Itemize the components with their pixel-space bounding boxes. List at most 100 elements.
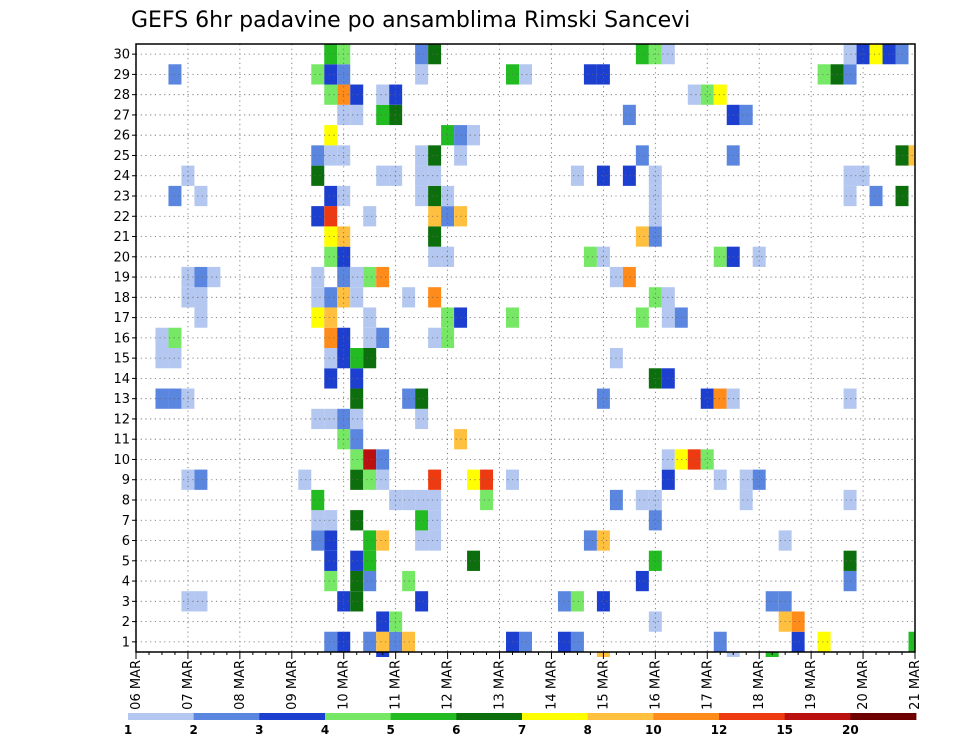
x-tick-label: 08 MAR bbox=[233, 660, 248, 710]
heatmap-cell bbox=[311, 489, 325, 511]
y-tick-label: 20 bbox=[113, 250, 130, 265]
y-tick-label: 7 bbox=[122, 514, 130, 529]
y-tick-label: 14 bbox=[113, 372, 130, 387]
x-tick-label: 09 MAR bbox=[285, 660, 300, 710]
heatmap-cell bbox=[363, 206, 377, 227]
heatmap-cell bbox=[596, 246, 610, 267]
heatmap-cell bbox=[661, 449, 675, 470]
y-tick-label: 11 bbox=[113, 433, 130, 448]
heatmap-cell bbox=[843, 165, 857, 186]
heatmap-cell bbox=[415, 530, 429, 551]
heatmap-cell bbox=[428, 530, 442, 551]
heatmap-cell bbox=[324, 206, 338, 227]
heatmap-cell bbox=[194, 185, 208, 207]
heatmap-cell bbox=[311, 266, 325, 288]
y-tick-label: 19 bbox=[113, 271, 130, 286]
heatmap-cell bbox=[350, 368, 364, 389]
y-tick-label: 1 bbox=[122, 635, 130, 650]
heatmap-cell bbox=[324, 631, 338, 652]
colorbar-label: 12 bbox=[711, 723, 728, 737]
heatmap-cell bbox=[428, 287, 442, 308]
colorbar-label: 7 bbox=[518, 723, 526, 737]
heatmap-cell bbox=[635, 489, 649, 511]
heatmap-cell bbox=[570, 591, 584, 612]
y-tick-label: 30 bbox=[113, 48, 130, 63]
heatmap-cell bbox=[583, 246, 597, 267]
heatmap-cell bbox=[739, 104, 753, 126]
heatmap-cell bbox=[324, 368, 338, 389]
heatmap-cell bbox=[648, 226, 662, 247]
colorbar-swatch bbox=[193, 713, 260, 720]
heatmap-cell bbox=[324, 530, 338, 551]
colorbar-label: 6 bbox=[452, 723, 460, 737]
heatmap-cell bbox=[168, 388, 182, 409]
heatmap-cell bbox=[324, 125, 338, 146]
heatmap-cell bbox=[324, 570, 338, 592]
y-tick-label: 6 bbox=[122, 534, 130, 549]
heatmap-cell bbox=[441, 206, 455, 227]
heatmap-cell bbox=[596, 388, 610, 409]
colorbar-label: 8 bbox=[583, 723, 591, 737]
heatmap-cell bbox=[324, 185, 338, 207]
heatmap-cell bbox=[376, 631, 390, 652]
heatmap-cell bbox=[817, 631, 831, 652]
x-tick-label: 10 MAR bbox=[337, 660, 352, 710]
heatmap-cell bbox=[428, 185, 442, 207]
heatmap-cell bbox=[635, 307, 649, 328]
y-tick-label: 5 bbox=[122, 554, 130, 569]
heatmap-cell bbox=[155, 388, 169, 409]
heatmap-cell bbox=[415, 388, 429, 409]
colorbar-label: 5 bbox=[386, 723, 394, 737]
heatmap-cell bbox=[661, 307, 675, 328]
heatmap-cell bbox=[350, 104, 364, 126]
x-tick-label: 15 MAR bbox=[596, 660, 611, 710]
heatmap-cell bbox=[428, 489, 442, 511]
y-tick-label: 2 bbox=[122, 615, 130, 630]
heatmap-cell bbox=[311, 287, 325, 308]
heatmap-cell bbox=[622, 266, 636, 288]
y-tick-label: 29 bbox=[113, 68, 130, 83]
heatmap-cell bbox=[441, 327, 455, 348]
heatmap-cell bbox=[298, 469, 312, 490]
heatmap-cell bbox=[648, 287, 662, 308]
colorbar-label: 3 bbox=[255, 723, 263, 737]
heatmap-cell bbox=[635, 570, 649, 592]
y-tick-label: 17 bbox=[113, 311, 130, 326]
heatmap-cell bbox=[843, 44, 857, 65]
heatmap-cell bbox=[648, 510, 662, 531]
heatmap-cell bbox=[583, 530, 597, 551]
heatmap-cell bbox=[324, 64, 338, 85]
y-tick-label: 4 bbox=[122, 575, 130, 590]
y-tick-label: 24 bbox=[113, 169, 130, 184]
heatmap-cell bbox=[376, 449, 390, 470]
heatmap-cell bbox=[635, 145, 649, 166]
heatmap-cell bbox=[363, 570, 377, 592]
x-tick-label: 14 MAR bbox=[544, 660, 559, 710]
heatmap-cell bbox=[843, 489, 857, 511]
heatmap-cell bbox=[739, 469, 753, 490]
heatmap-cell bbox=[441, 125, 455, 146]
heatmap-cell bbox=[376, 530, 390, 551]
heatmap-cell bbox=[583, 64, 597, 85]
colorbar-label: 4 bbox=[321, 723, 329, 737]
heatmap-cell bbox=[311, 165, 325, 186]
heatmap-cell bbox=[363, 307, 377, 328]
heatmap-cell bbox=[687, 84, 701, 105]
heatmap-cell bbox=[194, 287, 208, 308]
heatmap-cell bbox=[194, 307, 208, 328]
heatmap-cell bbox=[168, 185, 182, 207]
heatmap-cell bbox=[428, 246, 442, 267]
heatmap-cell bbox=[713, 631, 727, 652]
heatmap-cell bbox=[350, 388, 364, 409]
heatmap-cell bbox=[415, 44, 429, 65]
heatmap-cell bbox=[324, 327, 338, 348]
heatmap-cell bbox=[661, 368, 675, 389]
heatmap-cell bbox=[596, 64, 610, 85]
colorbar-swatch bbox=[850, 713, 917, 720]
heatmap-cell bbox=[324, 408, 338, 430]
heatmap-cell bbox=[661, 287, 675, 308]
heatmap-cell bbox=[324, 145, 338, 166]
heatmap-cell bbox=[350, 591, 364, 612]
heatmap-cell bbox=[739, 489, 753, 511]
